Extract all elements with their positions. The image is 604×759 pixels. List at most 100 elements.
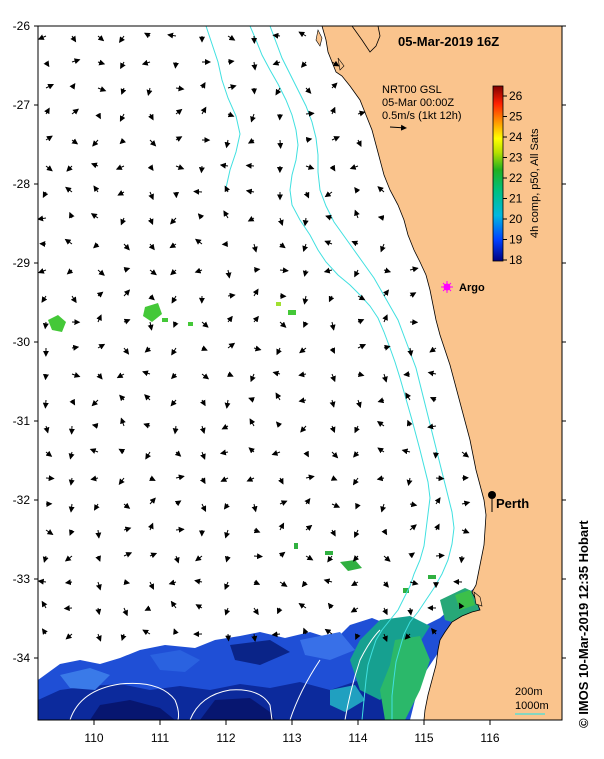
cape-naturaliste <box>473 591 483 607</box>
current-vector <box>120 217 127 226</box>
current-vector <box>223 210 230 219</box>
lat-tick-label: -27 <box>13 98 31 112</box>
current-vector <box>42 321 49 330</box>
argo-marker[interactable] <box>441 281 453 293</box>
current-vector <box>42 373 49 381</box>
current-vector <box>409 524 417 531</box>
current-vector <box>247 215 255 222</box>
lat-tick-label: -33 <box>13 572 31 586</box>
colorbar-tick-label: 20 <box>509 212 523 226</box>
current-vector <box>45 83 54 90</box>
current-vector <box>97 59 106 66</box>
island-north <box>351 26 381 53</box>
current-vector <box>251 633 258 642</box>
current-vector <box>352 477 359 486</box>
colorbar-tick-label: 21 <box>509 192 523 206</box>
current-vector <box>144 605 152 611</box>
current-vector <box>383 555 391 562</box>
current-vector <box>305 524 313 531</box>
perth-marker[interactable] <box>488 491 496 499</box>
current-vector <box>405 392 411 401</box>
current-vector <box>409 501 418 508</box>
current-vector <box>123 552 133 558</box>
isobaths <box>205 26 455 720</box>
current-time: 05-Mar 00:00Z <box>382 97 454 109</box>
perth-label: Perth <box>496 496 529 511</box>
current-vector <box>409 292 417 298</box>
current-vector <box>302 295 309 305</box>
current-vector <box>118 448 126 455</box>
current-vector <box>357 110 366 117</box>
current-vector <box>431 628 438 635</box>
current-vector <box>279 321 287 328</box>
current-vector <box>271 631 281 638</box>
current-vector <box>277 217 284 226</box>
current-vector <box>149 139 157 147</box>
current-vector <box>171 347 177 356</box>
isobath-legend-200m: 200m <box>515 686 543 698</box>
current-vector <box>170 217 177 225</box>
current-vector <box>41 628 48 635</box>
current-vector <box>404 633 411 640</box>
current-vector <box>383 344 391 351</box>
current-vector <box>276 347 282 356</box>
current-vector <box>63 605 73 612</box>
current-vector <box>251 61 258 71</box>
current-vector <box>279 242 286 249</box>
current-vector <box>302 627 309 635</box>
current-vector <box>382 581 389 588</box>
lon-tick-label: 116 <box>480 731 499 745</box>
current-vector <box>327 555 334 563</box>
current-vector <box>461 528 470 534</box>
current-vector <box>353 451 360 458</box>
current-vector <box>305 136 313 143</box>
current-vector <box>227 111 235 118</box>
current-vector <box>253 579 261 586</box>
current-vector <box>357 294 366 301</box>
current-vector <box>115 164 125 170</box>
current-vector <box>227 34 236 41</box>
current-vector <box>146 87 153 96</box>
current-vector <box>123 266 131 273</box>
current-vector <box>42 191 49 198</box>
current-vector <box>38 34 47 40</box>
current-vector <box>123 347 130 355</box>
current-vector <box>305 554 314 561</box>
current-vector <box>144 346 152 353</box>
current-vector <box>143 422 151 429</box>
colorbar-tick-label: 24 <box>509 130 523 144</box>
current-vector <box>276 607 283 615</box>
current-vector <box>147 522 154 531</box>
current-vector <box>170 399 177 407</box>
current-vector <box>355 633 361 641</box>
current-vector <box>71 372 81 378</box>
current-vector <box>200 106 207 115</box>
current-vector <box>96 373 103 380</box>
current-vector <box>194 578 203 585</box>
current-vector <box>354 269 360 278</box>
current-vector <box>251 87 258 95</box>
current-vector <box>170 269 177 276</box>
current-vector <box>193 188 203 195</box>
current-vector <box>89 448 99 454</box>
current-vector <box>201 373 210 380</box>
current-vector <box>97 86 107 92</box>
current-vector <box>224 185 231 193</box>
current-vector <box>226 315 233 323</box>
current-vector <box>329 321 336 331</box>
current-vector <box>357 344 367 350</box>
current-vector <box>194 267 203 274</box>
current-vector <box>300 425 307 433</box>
current-vector <box>144 394 151 401</box>
current-vector <box>324 628 333 635</box>
current-vector <box>38 268 47 274</box>
current-vector <box>253 527 261 534</box>
current-vector <box>44 107 50 115</box>
current-vector <box>42 399 49 409</box>
current-vector <box>357 371 365 378</box>
current-vector <box>45 475 55 482</box>
current-vector <box>116 372 125 379</box>
current-vector <box>221 423 229 430</box>
current-vector <box>71 344 80 351</box>
current-vector <box>301 580 308 588</box>
